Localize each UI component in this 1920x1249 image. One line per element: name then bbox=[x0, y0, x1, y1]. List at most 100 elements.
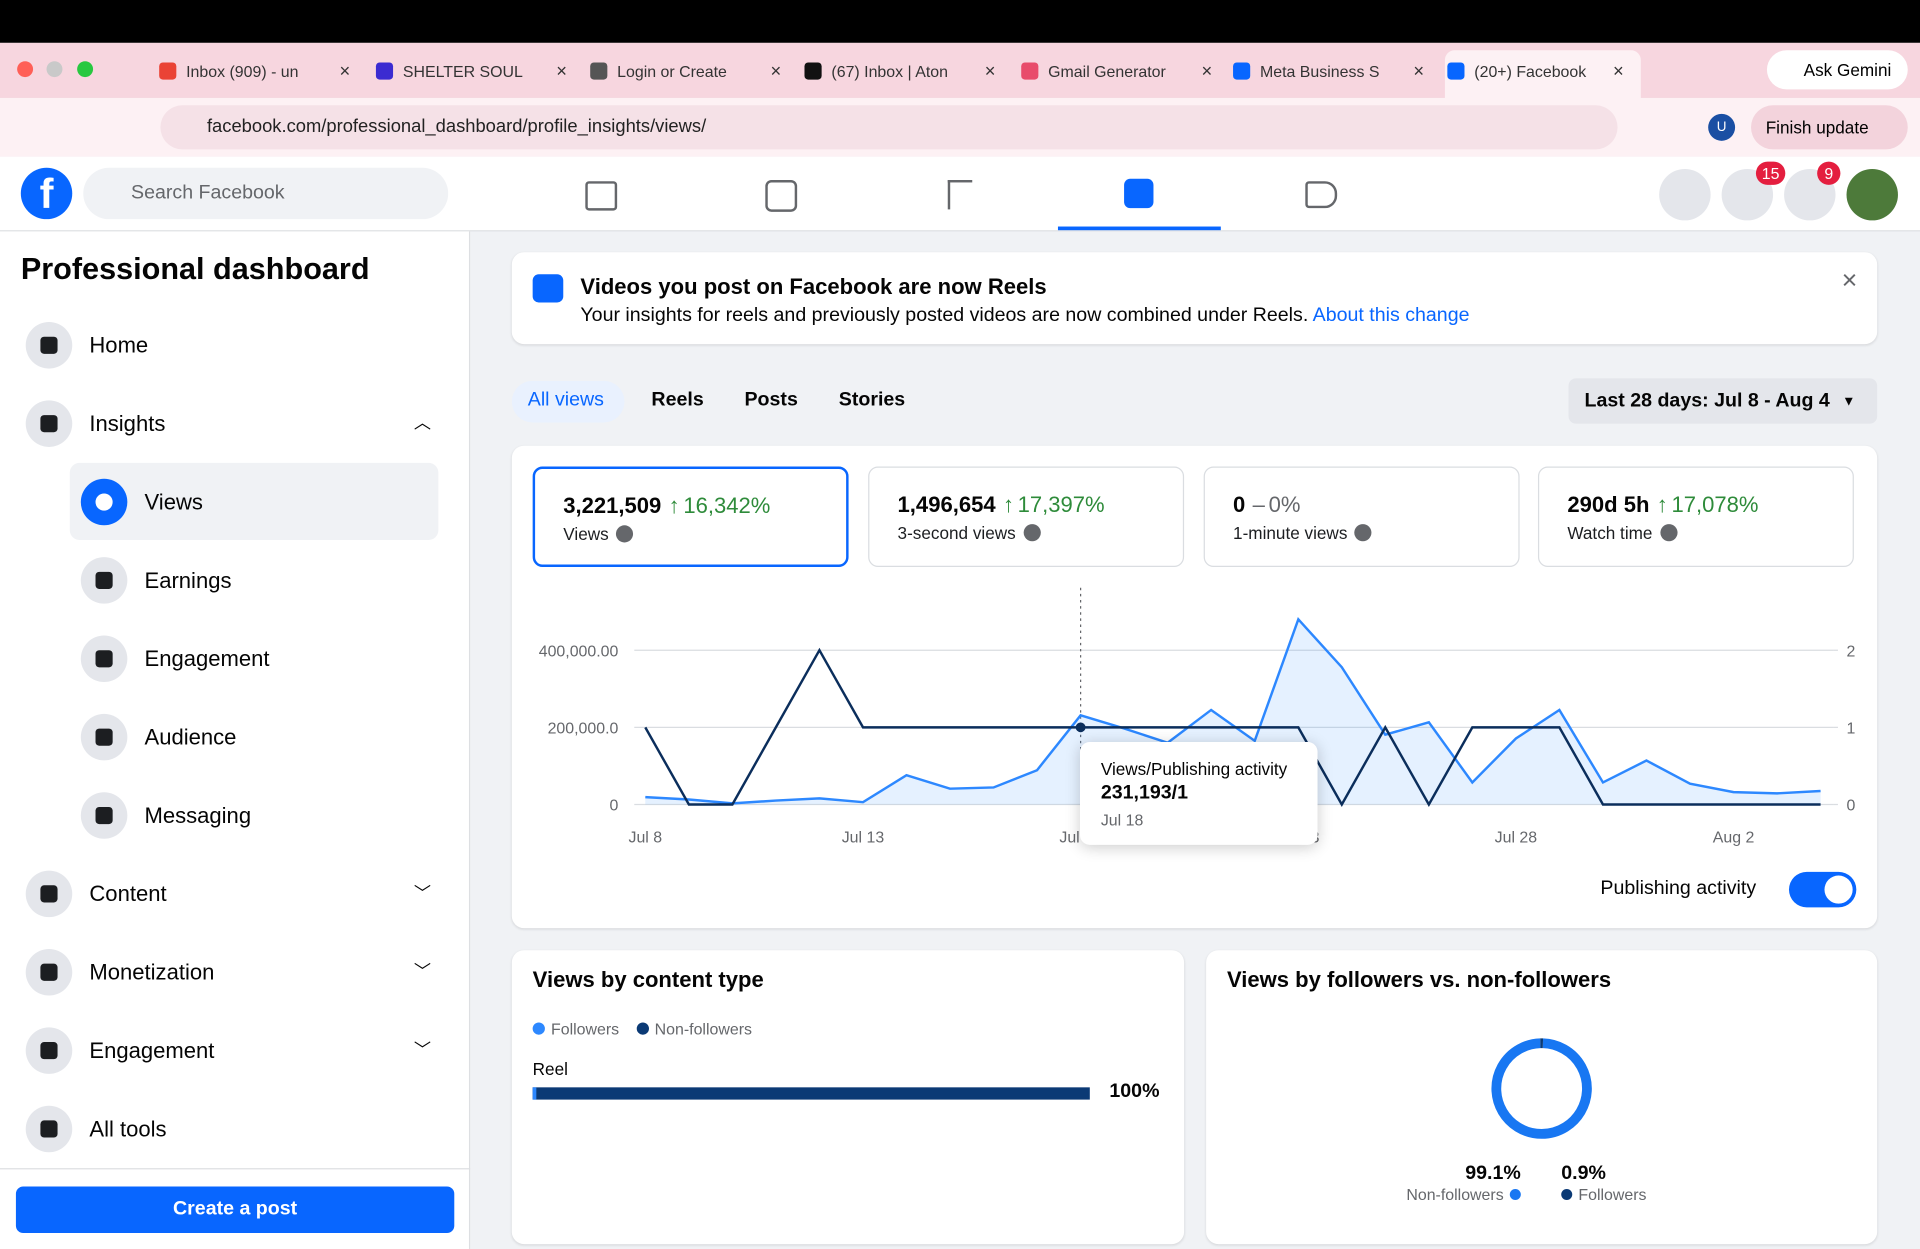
tab-title: Login or Create bbox=[617, 61, 727, 81]
nav-video[interactable] bbox=[765, 180, 798, 212]
nav-home[interactable] bbox=[585, 181, 618, 211]
browser-tab[interactable]: Login or Create × bbox=[588, 54, 799, 88]
sidebar-item[interactable]: Monetization bbox=[25, 948, 214, 996]
toggle-knob bbox=[1824, 875, 1853, 904]
name: Non-followers bbox=[1406, 1185, 1504, 1204]
sidebar-item[interactable]: Views bbox=[80, 478, 203, 526]
tab-close[interactable]: × bbox=[1201, 60, 1213, 82]
tab-close[interactable]: × bbox=[1612, 60, 1624, 82]
close-banner[interactable]: × bbox=[1841, 264, 1858, 296]
max-dot[interactable] bbox=[77, 61, 94, 78]
browser-tab[interactable]: (20+) Facebook × bbox=[1445, 54, 1641, 88]
view-tab[interactable]: All views bbox=[527, 389, 604, 411]
bar bbox=[532, 1087, 1090, 1100]
metric-value: 1,496,654 ↑ 17,397% bbox=[898, 492, 1105, 518]
tab-title: Meta Business S bbox=[1260, 61, 1380, 81]
active-bg bbox=[69, 462, 439, 541]
metric-card[interactable]: 290d 5h ↑ 17,078% Watch time bbox=[1537, 466, 1854, 567]
line bbox=[645, 617, 1821, 805]
sidebar-item[interactable]: All tools bbox=[25, 1105, 167, 1153]
date-range[interactable]: Last 28 days: Jul 8 - Aug 4 ▼ bbox=[1568, 378, 1878, 424]
chevron[interactable]: ︿ bbox=[413, 412, 432, 433]
view-tab[interactable]: Stories bbox=[838, 389, 906, 411]
x-tick-label: Jul 13 bbox=[842, 829, 885, 846]
info-icon bbox=[1023, 524, 1041, 542]
change-value: 17,397% bbox=[1017, 492, 1105, 517]
tab-close[interactable]: × bbox=[1413, 60, 1425, 82]
tab-close[interactable]: × bbox=[556, 60, 567, 82]
item-label: Views bbox=[144, 489, 203, 514]
banner-body: Your insights for reels and previously p… bbox=[580, 304, 1309, 326]
nav-pages[interactable] bbox=[947, 180, 973, 210]
sidebar-item[interactable]: Home bbox=[25, 322, 148, 369]
profile[interactable]: U bbox=[1708, 113, 1736, 141]
sidebar-item[interactable]: Engagement bbox=[80, 635, 269, 683]
metric-card[interactable]: 0–0% 1-minute views bbox=[1203, 466, 1520, 567]
create-post[interactable]: Create a post bbox=[15, 1186, 455, 1234]
donut bbox=[1491, 1038, 1592, 1139]
label: Watch time bbox=[1567, 522, 1653, 543]
tab-title: Gmail Generator bbox=[1048, 61, 1166, 81]
menu-button[interactable] bbox=[1659, 168, 1711, 221]
tab-close[interactable]: × bbox=[339, 60, 351, 82]
donut-value: 99.1% bbox=[1465, 1163, 1521, 1185]
toggle[interactable] bbox=[1788, 871, 1857, 908]
finish-update[interactable]: Finish update bbox=[1751, 105, 1908, 150]
y2-tick-label: 0 bbox=[1847, 798, 1856, 815]
tab-close[interactable]: × bbox=[984, 60, 996, 82]
sidebar-item[interactable]: Audience bbox=[80, 713, 236, 761]
metric-card[interactable]: 1,496,654 ↑ 17,397% 3-second views bbox=[868, 466, 1185, 567]
banner-link[interactable]: About this change bbox=[1312, 304, 1470, 326]
item-label: Engagement bbox=[89, 1037, 215, 1063]
value: 3,221,509 bbox=[563, 493, 662, 518]
y-tick-label: 400,000.00 bbox=[539, 643, 619, 660]
tab-title: Inbox (909) - un bbox=[186, 61, 299, 81]
legend-item: Non-followers bbox=[636, 1020, 752, 1038]
glyph bbox=[40, 415, 58, 433]
search[interactable]: Search Facebook bbox=[83, 167, 449, 220]
change-sign: ↑ bbox=[1656, 492, 1668, 517]
donut-slice bbox=[1491, 1038, 1592, 1139]
browser-tab[interactable]: Inbox (909) - un × bbox=[157, 54, 368, 88]
banner: Videos you post on Facebook are now Reel… bbox=[511, 252, 1878, 345]
info-icon bbox=[616, 525, 634, 543]
item-label: Content bbox=[89, 881, 167, 906]
nav-insights[interactable] bbox=[1124, 178, 1154, 209]
bar-start bbox=[532, 1087, 537, 1100]
browser-tab[interactable]: Meta Business S × bbox=[1231, 54, 1442, 88]
chevron[interactable]: ﹀ bbox=[413, 1039, 432, 1060]
y-tick-label: 200,000.0 bbox=[548, 720, 619, 737]
sidebar-item[interactable]: Earnings bbox=[80, 557, 231, 604]
browser-tab[interactable]: (67) Inbox | Aton × bbox=[802, 54, 1013, 88]
icon bbox=[80, 478, 128, 526]
view-tab[interactable]: Reels bbox=[651, 389, 704, 411]
glyph bbox=[95, 493, 113, 511]
toggle-label: Publishing activity bbox=[1600, 877, 1757, 899]
legend-dot bbox=[532, 1022, 545, 1035]
min-dot[interactable] bbox=[46, 61, 63, 78]
avatar[interactable] bbox=[1846, 168, 1898, 221]
gemini-button[interactable]: Ask Gemini bbox=[1766, 50, 1908, 90]
chevron[interactable]: ﹀ bbox=[413, 961, 432, 981]
fb-logo[interactable]: f bbox=[20, 167, 73, 220]
omnibox[interactable]: facebook.com/professional_dashboard/prof… bbox=[160, 105, 1618, 150]
fb-header: f Search Facebook 15 9 bbox=[0, 156, 1920, 232]
sidebar-item[interactable]: Engagement bbox=[25, 1027, 215, 1074]
chevron[interactable]: ﹀ bbox=[413, 882, 432, 903]
badge: 15 bbox=[1755, 161, 1786, 185]
sidebar-item[interactable]: Insights bbox=[25, 400, 165, 447]
view-tab[interactable]: Posts bbox=[744, 389, 798, 411]
sidebar-item[interactable]: Content bbox=[25, 870, 167, 918]
nav-ads[interactable] bbox=[1305, 181, 1338, 209]
change-value: 16,342% bbox=[683, 493, 771, 518]
browser-tab[interactable]: SHELTER SOUL × bbox=[373, 54, 584, 88]
sidebar-item[interactable]: Messaging bbox=[80, 792, 251, 839]
close-dot[interactable] bbox=[17, 61, 34, 78]
bar-value-label: 100% bbox=[1109, 1081, 1160, 1103]
tooltip-value: 231,193/1 bbox=[1100, 782, 1188, 804]
metric-card[interactable]: 3,221,509 ↑ 16,342% Views bbox=[532, 466, 849, 567]
tab-close[interactable]: × bbox=[770, 60, 782, 82]
browser-tab[interactable]: Gmail Generator × bbox=[1019, 54, 1230, 88]
y2-tick-label: 1 bbox=[1847, 720, 1856, 737]
icon bbox=[25, 322, 73, 369]
